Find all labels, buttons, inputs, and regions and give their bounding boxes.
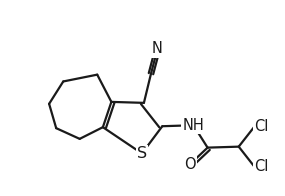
Text: O: O [184, 157, 196, 172]
Text: N: N [152, 42, 163, 56]
Text: S: S [137, 146, 147, 161]
Text: Cl: Cl [254, 119, 269, 134]
Text: Cl: Cl [254, 159, 269, 174]
Text: NH: NH [183, 118, 204, 133]
